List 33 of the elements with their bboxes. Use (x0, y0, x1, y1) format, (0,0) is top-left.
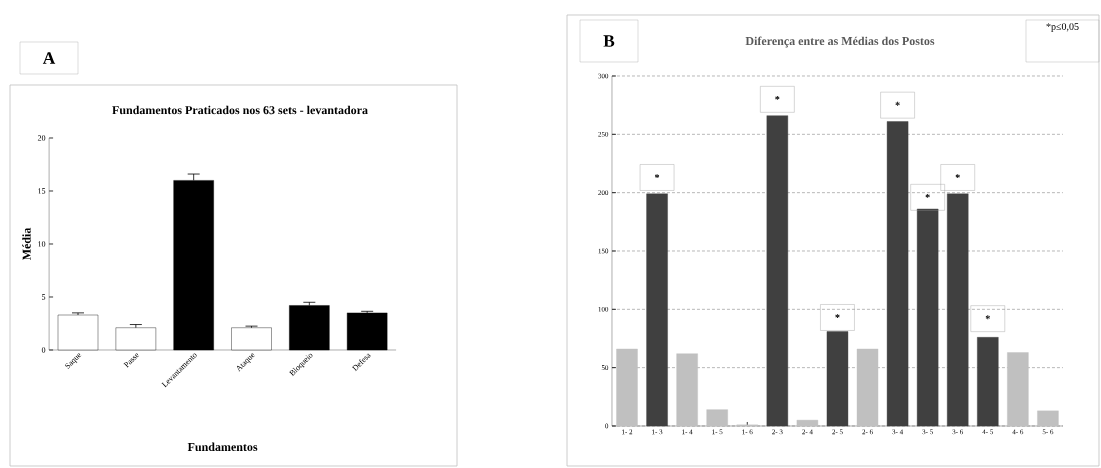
y-tick-label: 0 (41, 347, 46, 353)
bar (616, 348, 638, 427)
chart-title: Fundamentos Praticados nos 63 sets - levantadora (112, 105, 368, 115)
bar (856, 348, 879, 427)
text: A (42, 52, 56, 64)
bar (886, 121, 909, 427)
annotation: * (775, 96, 780, 100)
annotation: * (835, 314, 840, 318)
annotation: * (895, 101, 900, 106)
annotation: * (654, 174, 660, 178)
bar (706, 409, 728, 427)
annotation: * (955, 174, 960, 178)
y-tick-label: 20 (37, 135, 46, 141)
bar (231, 327, 272, 351)
bar (289, 305, 330, 351)
bar (676, 353, 698, 427)
text: B (603, 35, 615, 47)
bar (115, 327, 157, 351)
y-tick-label: 15 (38, 188, 46, 194)
annotation: * (925, 194, 930, 198)
y-tick-label: 10 (38, 241, 46, 247)
bar (1007, 352, 1029, 427)
x-axis-title: Fundamentos (187, 442, 258, 452)
y-tick-label: 5 (42, 294, 46, 300)
text: *p≤0,05 (1046, 23, 1079, 32)
bar (1037, 410, 1059, 427)
bar (57, 314, 99, 351)
bar (346, 312, 388, 351)
bar (796, 419, 819, 427)
bar (826, 331, 849, 427)
y-axis-title: Média (22, 227, 31, 261)
annotation: * (985, 315, 990, 320)
chart-title: Diferença entre as Médias dos Postos (745, 36, 935, 48)
